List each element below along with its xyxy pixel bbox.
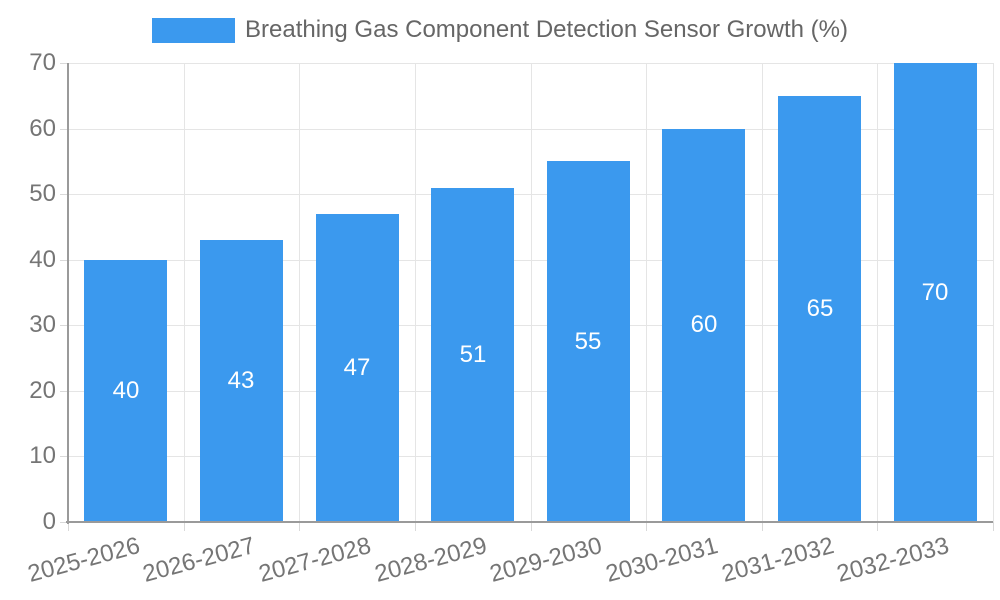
gridline-vertical (762, 63, 763, 522)
y-axis-tick-label: 0 (42, 508, 56, 535)
y-axis-tick (60, 260, 68, 261)
bar-value-label: 51 (459, 341, 487, 368)
legend-item[interactable]: Breathing Gas Component Detection Sensor… (152, 16, 848, 44)
y-axis-tick-label: 60 (29, 115, 56, 142)
y-axis-tick-label: 10 (29, 442, 56, 469)
y-axis-line (67, 63, 69, 524)
x-axis-tick (299, 522, 300, 531)
bar-value-label: 40 (112, 377, 140, 404)
y-axis-tick (60, 325, 68, 326)
chart-legend: Breathing Gas Component Detection Sensor… (0, 16, 1000, 44)
bar[interactable] (778, 96, 861, 522)
y-axis-tick (60, 391, 68, 392)
x-axis-tick (877, 522, 878, 531)
bar[interactable] (431, 188, 514, 522)
x-axis-tick-label: 2026-2027 (140, 532, 258, 588)
gridline-vertical (531, 63, 532, 522)
gridline-vertical (646, 63, 647, 522)
bar-value-label: 47 (343, 354, 371, 381)
bar[interactable] (200, 240, 283, 522)
gridline-vertical (993, 63, 994, 522)
bar-value-label: 70 (921, 279, 949, 306)
gridline-vertical (184, 63, 185, 522)
y-axis-tick-label: 20 (29, 377, 56, 404)
x-axis-tick-label: 2029-2030 (487, 532, 605, 588)
bar[interactable] (662, 129, 745, 522)
gridline-horizontal (68, 325, 993, 326)
gridline-horizontal (68, 391, 993, 392)
x-axis-tick-label: 2025-2026 (25, 532, 143, 588)
legend-swatch (152, 17, 236, 43)
gridline-vertical (415, 63, 416, 522)
x-axis-tick-label: 2031-2032 (719, 532, 837, 588)
bar[interactable] (547, 161, 630, 522)
x-axis-tick (993, 522, 994, 531)
bar-value-label: 43 (227, 367, 255, 394)
x-axis-tick (646, 522, 647, 531)
bar-value-label: 65 (806, 295, 834, 322)
x-axis-tick (531, 522, 532, 531)
chart-title: Breathing Gas Component Detection Sensor… (245, 16, 848, 43)
gridline-vertical (877, 63, 878, 522)
gridline-horizontal (68, 194, 993, 195)
bar-value-label: 60 (690, 311, 718, 338)
x-axis-tick-label: 2030-2031 (603, 532, 721, 588)
y-axis-tick-label: 30 (29, 311, 56, 338)
bar[interactable] (894, 63, 977, 522)
x-axis-tick (415, 522, 416, 531)
x-axis-line (66, 521, 993, 523)
gridline-horizontal (68, 456, 993, 457)
gridline-horizontal (68, 260, 993, 261)
y-axis-tick (60, 129, 68, 130)
x-axis-tick-label: 2032-2033 (834, 532, 952, 588)
bar[interactable] (316, 214, 399, 522)
y-axis-tick-label: 40 (29, 246, 56, 273)
y-axis-tick (60, 522, 68, 523)
y-axis-tick (60, 456, 68, 457)
gridline-horizontal (68, 129, 993, 130)
y-axis-tick (60, 63, 68, 64)
y-axis-tick-label: 50 (29, 180, 56, 207)
bar[interactable] (84, 260, 167, 522)
x-axis-tick (68, 522, 69, 531)
gridline-horizontal (68, 63, 993, 64)
y-axis-tick-label: 70 (29, 49, 56, 76)
x-axis-tick-label: 2028-2029 (372, 532, 490, 588)
bar-value-label: 55 (574, 328, 602, 355)
x-axis-tick (762, 522, 763, 531)
x-axis-tick (184, 522, 185, 531)
gridline-vertical (299, 63, 300, 522)
x-axis-tick-label: 2027-2028 (256, 532, 374, 588)
y-axis-tick (60, 194, 68, 195)
